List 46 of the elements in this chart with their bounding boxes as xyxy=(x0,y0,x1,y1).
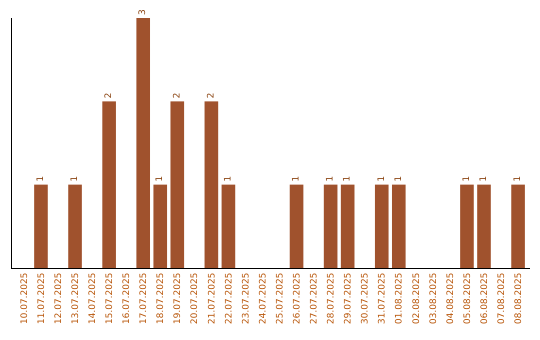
x-tick-label: 22.07.2025 xyxy=(224,272,234,324)
x-tick-label: 17.07.2025 xyxy=(139,272,150,324)
data-label: 1 xyxy=(292,176,302,182)
x-tick-label: 29.07.2025 xyxy=(344,272,354,324)
x-tick-label: 02.08.2025 xyxy=(412,272,422,324)
x-tick-label: 28.07.2025 xyxy=(326,272,337,324)
x-tick-label: 23.07.2025 xyxy=(241,272,252,324)
data-label: 2 xyxy=(172,92,182,98)
data-label: 1 xyxy=(326,176,336,182)
x-tick-label: 18.07.2025 xyxy=(156,272,166,324)
x-tick-label: 16.07.2025 xyxy=(122,272,132,324)
x-tick-label: 19.07.2025 xyxy=(173,272,184,324)
x-tick-label: 14.07.2025 xyxy=(88,272,98,324)
x-tick-label: 13.07.2025 xyxy=(70,272,81,324)
data-label: 3 xyxy=(138,9,148,15)
x-tick-label: 01.08.2025 xyxy=(394,272,405,324)
x-tick-label: 27.07.2025 xyxy=(310,272,320,324)
x-tick-label: 08.08.2025 xyxy=(514,272,524,324)
data-label: 1 xyxy=(36,176,46,182)
x-tick-label: 25.07.2025 xyxy=(275,272,286,324)
x-tick-label: 24.07.2025 xyxy=(258,272,268,324)
x-tick-label: 11.07.2025 xyxy=(36,272,47,324)
data-label: 2 xyxy=(206,92,216,98)
x-tick-label: 31.07.2025 xyxy=(378,272,388,324)
data-label: 2 xyxy=(104,92,114,98)
x-tick-label: 30.07.2025 xyxy=(360,272,371,324)
x-tick-label: 15.07.2025 xyxy=(105,272,116,324)
data-label: 1 xyxy=(478,176,489,182)
data-label: 1 xyxy=(462,176,472,182)
x-tick-label: 06.08.2025 xyxy=(480,272,490,324)
x-tick-label: 03.08.2025 xyxy=(428,272,439,324)
data-label: 1 xyxy=(376,176,387,182)
x-tick-label: 07.08.2025 xyxy=(496,272,507,324)
x-tick-label: 26.07.2025 xyxy=(292,272,302,324)
data-label: 1 xyxy=(394,176,404,182)
data-label: 1 xyxy=(223,176,234,182)
data-label: 1 xyxy=(70,176,80,182)
x-tick-label: 10.07.2025 xyxy=(20,272,30,324)
x-tick-label: 12.07.2025 xyxy=(54,272,64,324)
data-label: 1 xyxy=(155,176,166,182)
x-tick-label: 04.08.2025 xyxy=(446,272,456,324)
data-label: 1 xyxy=(342,176,353,182)
data-label: 1 xyxy=(513,176,524,182)
x-tick-label: 20.07.2025 xyxy=(190,272,200,324)
x-tick-label: 21.07.2025 xyxy=(207,272,218,324)
x-tick-label: 05.08.2025 xyxy=(462,272,473,324)
